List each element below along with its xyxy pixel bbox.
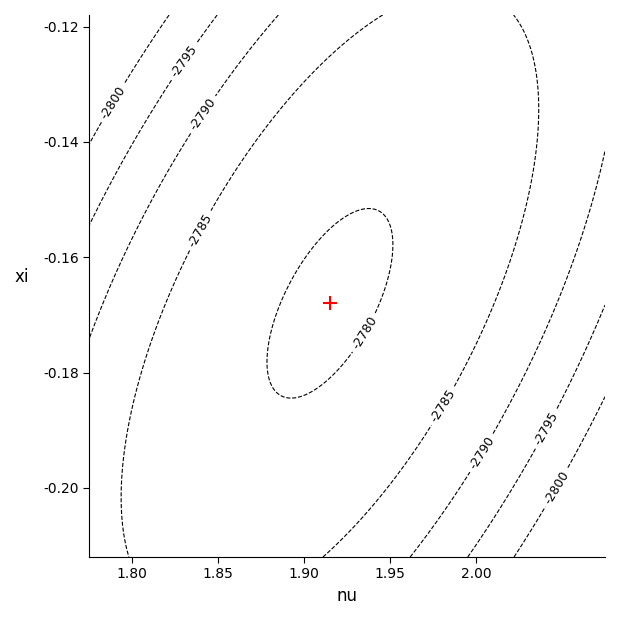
Text: -2795: -2795	[532, 410, 561, 448]
Text: -2785: -2785	[185, 211, 215, 249]
X-axis label: nu: nu	[337, 587, 358, 605]
Text: -2790: -2790	[466, 434, 497, 472]
Y-axis label: xi: xi	[15, 268, 30, 286]
Text: -2800: -2800	[97, 84, 128, 122]
Text: -2790: -2790	[187, 96, 219, 133]
Text: -2780: -2780	[350, 314, 380, 352]
Text: -2795: -2795	[168, 43, 200, 80]
Text: -2800: -2800	[542, 469, 572, 507]
Text: -2785: -2785	[428, 387, 458, 425]
